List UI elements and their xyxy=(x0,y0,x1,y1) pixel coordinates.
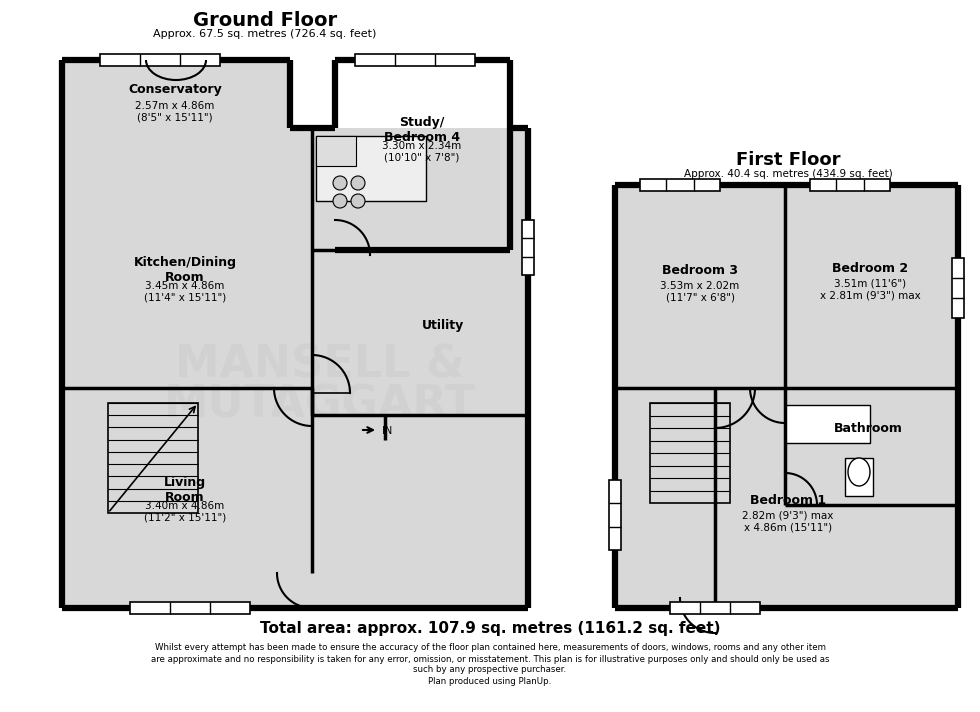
Circle shape xyxy=(351,194,365,208)
Text: IN: IN xyxy=(382,426,392,436)
Ellipse shape xyxy=(848,458,870,486)
Text: (11'4" x 15'11"): (11'4" x 15'11") xyxy=(144,293,226,303)
Bar xyxy=(810,179,890,191)
Bar xyxy=(650,403,730,503)
Text: Plan produced using PlanUp.: Plan produced using PlanUp. xyxy=(428,676,552,686)
Text: x 2.81m (9'3") max: x 2.81m (9'3") max xyxy=(819,291,920,301)
Text: 3.53m x 2.02m: 3.53m x 2.02m xyxy=(661,281,740,291)
Text: Living
Room: Living Room xyxy=(164,476,206,504)
Text: MANSELL &: MANSELL & xyxy=(175,343,465,387)
Text: 2.57m x 4.86m: 2.57m x 4.86m xyxy=(135,101,215,111)
Text: Approx. 40.4 sq. metres (434.9 sq. feet): Approx. 40.4 sq. metres (434.9 sq. feet) xyxy=(684,169,893,179)
Circle shape xyxy=(333,176,347,190)
Bar xyxy=(100,54,220,66)
Text: 3.51m (11'6"): 3.51m (11'6") xyxy=(834,279,907,289)
Text: (10'10" x 7'8"): (10'10" x 7'8") xyxy=(384,153,460,163)
Text: Conservatory: Conservatory xyxy=(128,83,221,97)
Text: Study/
Bedroom 4: Study/ Bedroom 4 xyxy=(384,116,460,144)
Circle shape xyxy=(351,176,365,190)
Text: Total area: approx. 107.9 sq. metres (1161.2 sq. feet): Total area: approx. 107.9 sq. metres (11… xyxy=(260,620,720,636)
Text: Bathroom: Bathroom xyxy=(834,422,903,434)
Text: MUTAGGART: MUTAGGART xyxy=(164,384,476,426)
Bar xyxy=(108,403,198,513)
Bar xyxy=(316,136,426,201)
Text: First Floor: First Floor xyxy=(736,151,840,169)
Bar xyxy=(845,458,873,496)
Text: 3.40m x 4.86m: 3.40m x 4.86m xyxy=(145,501,224,511)
Text: Bedroom 1: Bedroom 1 xyxy=(750,493,826,506)
Text: Bedroom 3: Bedroom 3 xyxy=(662,263,738,276)
Text: Whilst every attempt has been made to ensure the accuracy of the floor plan cont: Whilst every attempt has been made to en… xyxy=(155,644,825,652)
Bar xyxy=(316,136,356,166)
Text: x 4.86m (15'11"): x 4.86m (15'11") xyxy=(744,523,832,533)
Text: (8'5" x 15'11"): (8'5" x 15'11") xyxy=(137,113,213,123)
Text: (11'2" x 15'11"): (11'2" x 15'11") xyxy=(144,513,226,523)
Bar xyxy=(62,128,528,608)
Text: 3.30m x 2.34m: 3.30m x 2.34m xyxy=(382,141,462,151)
Text: are approximate and no responsibility is taken for any error, omission, or misst: are approximate and no responsibility is… xyxy=(151,654,829,664)
Text: such by any prospective purchaser.: such by any prospective purchaser. xyxy=(414,666,566,674)
Text: Ground Floor: Ground Floor xyxy=(193,11,337,29)
Bar xyxy=(952,258,964,318)
Bar xyxy=(355,54,475,66)
Bar xyxy=(130,602,250,614)
Text: Utility: Utility xyxy=(421,318,465,332)
Bar xyxy=(522,220,534,275)
Text: (11'7" x 6'8"): (11'7" x 6'8") xyxy=(665,293,734,303)
Text: Approx. 67.5 sq. metres (726.4 sq. feet): Approx. 67.5 sq. metres (726.4 sq. feet) xyxy=(153,29,376,39)
Bar xyxy=(615,185,958,608)
Bar xyxy=(670,602,760,614)
Text: 2.82m (9'3") max: 2.82m (9'3") max xyxy=(742,511,834,521)
Text: Bedroom 2: Bedroom 2 xyxy=(832,261,908,275)
Text: Kitchen/Dining
Room: Kitchen/Dining Room xyxy=(133,256,236,284)
Bar xyxy=(609,480,621,550)
Text: 3.45m x 4.86m: 3.45m x 4.86m xyxy=(145,281,224,291)
Bar xyxy=(62,60,290,128)
Bar xyxy=(640,179,720,191)
Bar xyxy=(785,405,870,443)
Circle shape xyxy=(333,194,347,208)
